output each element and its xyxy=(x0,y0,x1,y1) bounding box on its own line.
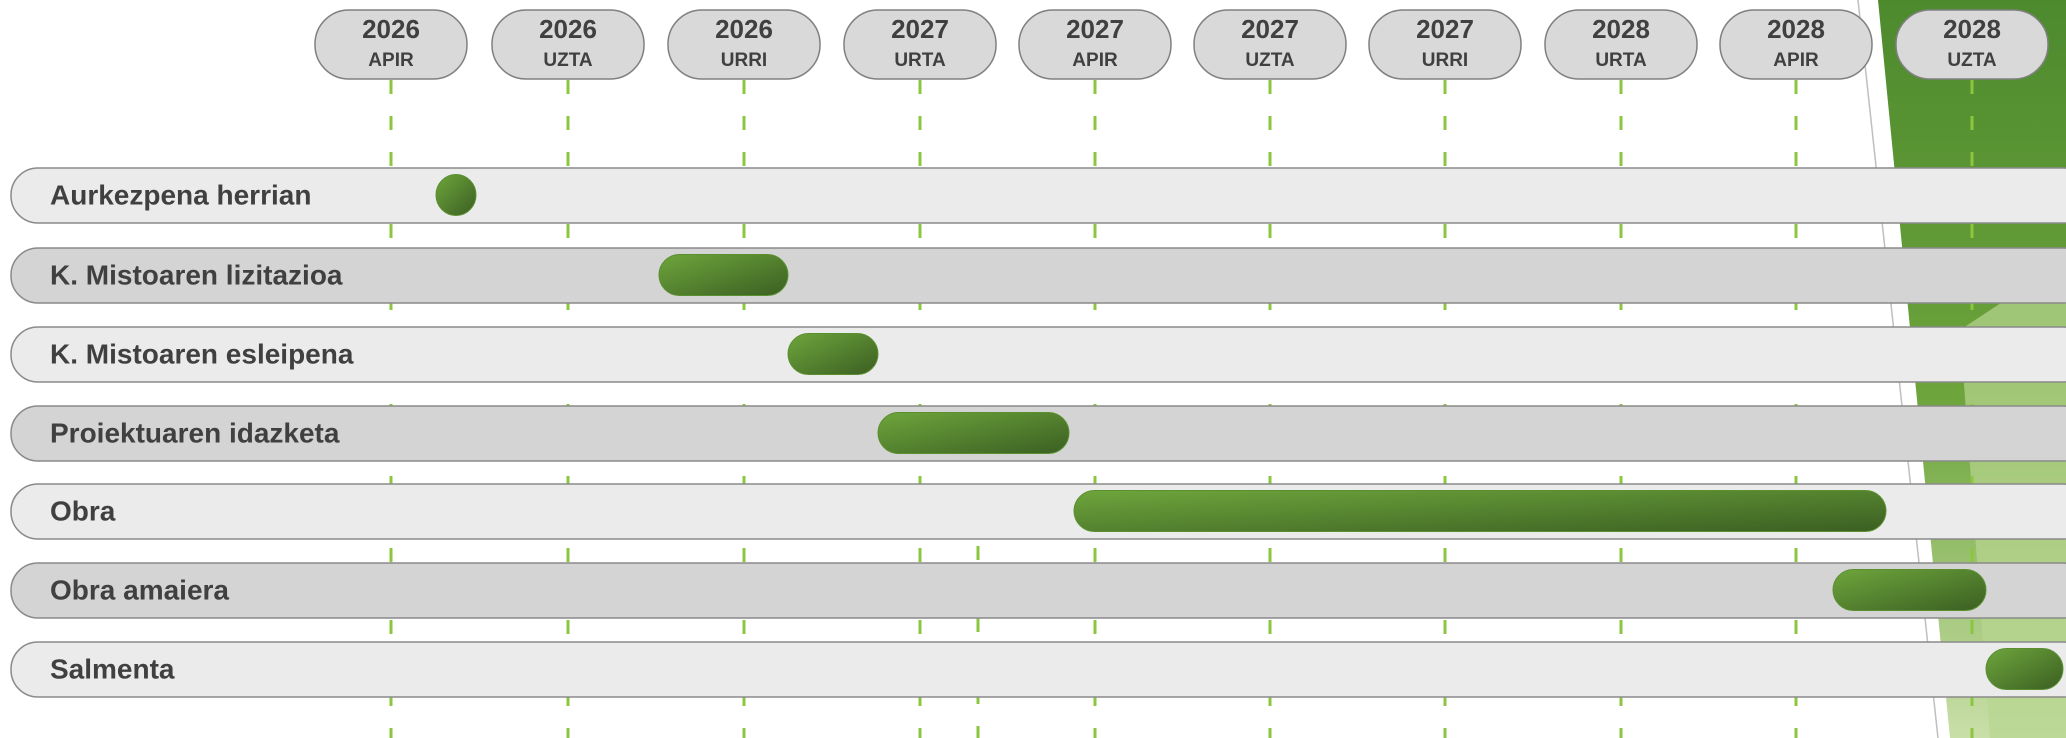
task-row xyxy=(11,168,2066,223)
task-label: K. Mistoaren lizitazioa xyxy=(50,259,343,290)
date-month: URRI xyxy=(1422,50,1468,71)
task-label: Obra xyxy=(50,495,116,526)
date-year: 2026 xyxy=(539,14,597,44)
task-row xyxy=(11,563,2066,618)
date-year: 2026 xyxy=(362,14,420,44)
task-bar xyxy=(878,413,1069,454)
timeline-header: 2026 APIR 2026 UZTA 2026 URRI 2027 URTA 2027 APIR… xyxy=(315,10,2048,79)
task-bar xyxy=(659,255,788,296)
task-row xyxy=(11,642,2066,697)
task-bar xyxy=(1986,649,2063,690)
date-year: 2028 xyxy=(1943,14,2001,44)
task-label: K. Mistoaren esleipena xyxy=(50,338,354,369)
date-month: UZTA xyxy=(543,50,593,71)
task-bar xyxy=(788,334,878,375)
task-label: Proiektuaren idazketa xyxy=(50,417,340,448)
task-bar xyxy=(1074,491,1886,532)
page: {"timeline": {"columns": [ {"year": "202… xyxy=(0,0,2066,738)
task-label: Obra amaiera xyxy=(50,574,229,605)
date-month: APIR xyxy=(1072,50,1118,71)
date-month: APIR xyxy=(1773,50,1819,71)
date-month: UZTA xyxy=(1245,50,1295,71)
date-year: 2027 xyxy=(891,14,949,44)
task-bar xyxy=(1833,570,1986,611)
task-label: Aurkezpena herrian xyxy=(50,179,311,210)
date-month: UZTA xyxy=(1947,50,1997,71)
date-year: 2027 xyxy=(1416,14,1474,44)
task-bar xyxy=(436,175,476,216)
date-year: 2028 xyxy=(1767,14,1825,44)
date-year: 2027 xyxy=(1241,14,1299,44)
date-month: URRI xyxy=(721,50,767,71)
task-label: Salmenta xyxy=(50,653,175,684)
date-year: 2028 xyxy=(1592,14,1650,44)
date-month: APIR xyxy=(368,50,414,71)
task-rows: Aurkezpena herrian K. Mistoaren lizitazio… xyxy=(11,168,2066,697)
date-month: URTA xyxy=(894,50,946,71)
date-year: 2027 xyxy=(1066,14,1124,44)
date-month: URTA xyxy=(1595,50,1647,71)
timeline-diagram: Aurkezpena herrian K. Mistoaren lizitazio… xyxy=(0,0,2066,738)
date-year: 2026 xyxy=(715,14,773,44)
